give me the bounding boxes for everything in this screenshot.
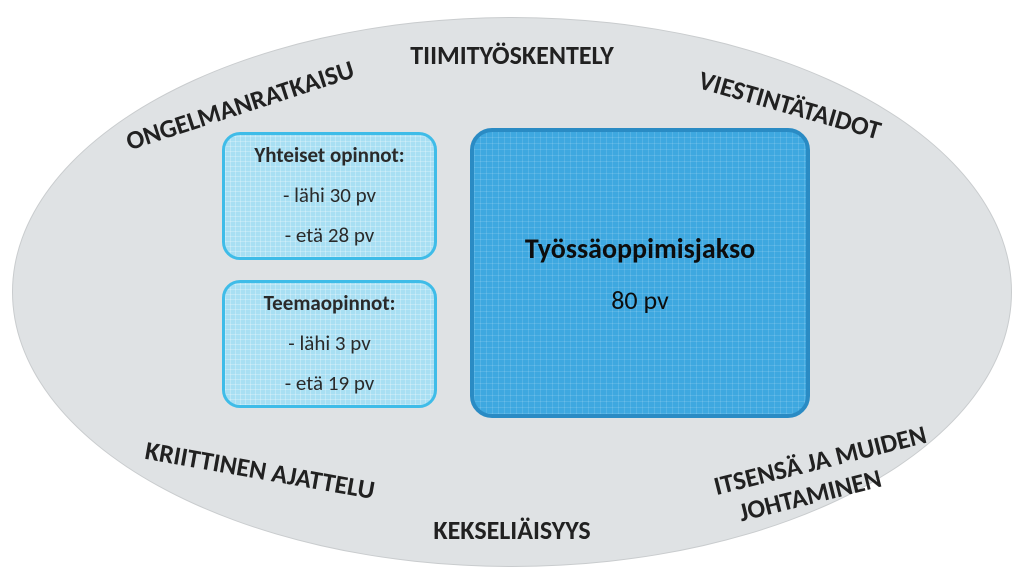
work-learning-subtitle: 80 pv (611, 284, 669, 316)
work-learning-box: Työssäoppimisjakso 80 pv (470, 128, 810, 418)
study-box-title: Teemaopinnot: (264, 284, 396, 324)
study-box-line: - lähi 30 pv (283, 176, 376, 216)
study-box-yhteiset: Yhteiset opinnot:- lähi 30 pv- etä 28 pv (222, 132, 437, 260)
work-learning-title: Työssäoppimisjakso (525, 231, 755, 266)
perimeter-label: KEKSELIÄISYYS (433, 514, 590, 546)
perimeter-label: TIIMITYÖSKENTELY (410, 39, 613, 71)
study-box-teema: Teemaopinnot:- lähi 3 pv- etä 19 pv (222, 280, 437, 408)
study-box-line: - etä 28 pv (285, 216, 375, 256)
study-box-title: Yhteiset opinnot: (254, 136, 404, 176)
study-box-line: - etä 19 pv (285, 364, 375, 404)
study-box-line: - lähi 3 pv (288, 324, 370, 364)
